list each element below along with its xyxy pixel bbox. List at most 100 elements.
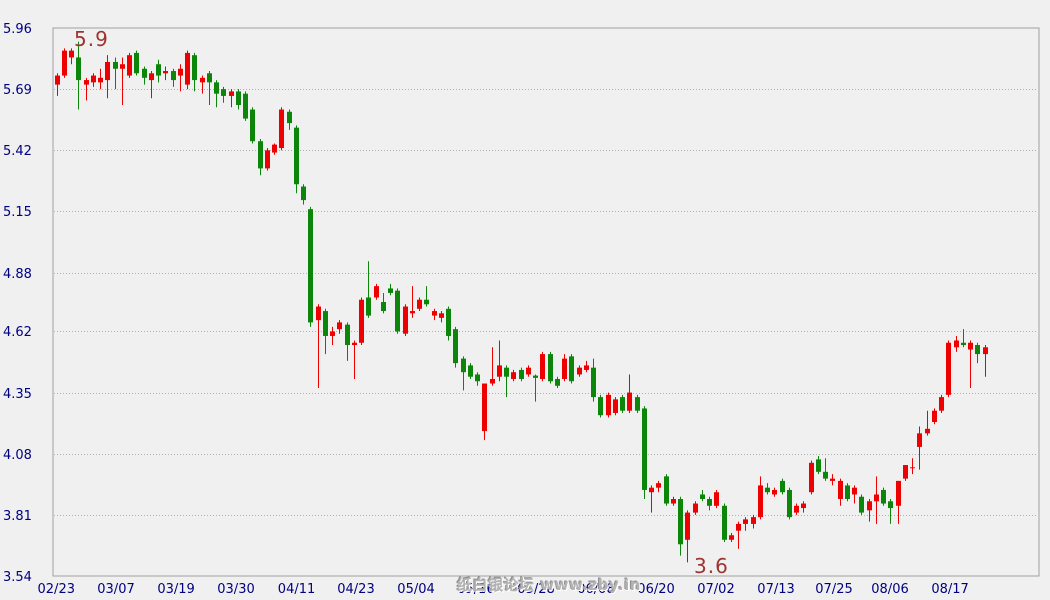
candle-body	[410, 311, 415, 314]
candle-body	[446, 308, 451, 336]
candle-body	[178, 68, 183, 76]
candle-body	[156, 64, 161, 76]
candle-body	[76, 57, 81, 81]
candle-body	[975, 345, 980, 355]
candle-body	[453, 329, 458, 364]
candle-body	[859, 496, 864, 513]
candle-body	[490, 378, 495, 384]
candle-body	[693, 503, 698, 513]
candle-body	[308, 209, 313, 323]
candle-body	[722, 505, 727, 540]
candle-body	[381, 302, 386, 312]
high-price-annotation: 5.9	[74, 27, 109, 51]
candle-body	[185, 52, 190, 85]
x-axis-label: 03/30	[217, 582, 254, 597]
y-axis-label: 4.88	[3, 267, 32, 282]
candle-body	[729, 535, 734, 540]
candle-body	[743, 519, 748, 524]
candle-body	[84, 80, 89, 85]
x-axis-label: 07/02	[697, 582, 734, 597]
candle-body	[656, 483, 661, 488]
candle-body	[134, 52, 139, 74]
candle-body	[69, 50, 74, 58]
candle-body	[548, 354, 553, 382]
candle-body	[366, 297, 371, 316]
candle-body	[120, 64, 125, 69]
candle-body	[388, 288, 393, 293]
x-axis-label: 06/20	[637, 582, 674, 597]
candle-body	[323, 311, 328, 336]
candle-body	[765, 487, 770, 493]
candle-body	[794, 505, 799, 513]
candle-body	[946, 342, 951, 395]
candle-body	[229, 91, 234, 96]
candle-body	[475, 374, 480, 382]
candle-body	[961, 342, 966, 346]
candle-body	[417, 299, 422, 309]
candle-body	[801, 503, 806, 509]
x-axis-label: 02/23	[38, 582, 75, 597]
candle-body	[62, 50, 67, 76]
candle-body	[359, 299, 364, 343]
candle-body	[272, 144, 277, 153]
x-axis-label: 04/23	[337, 582, 374, 597]
y-axis-label: 4.62	[3, 325, 32, 340]
candle-body	[497, 365, 502, 377]
candle-body	[983, 347, 988, 355]
candle-body	[432, 311, 437, 316]
candle-body	[526, 367, 531, 375]
candle-body	[519, 369, 524, 379]
candle-body	[265, 150, 270, 169]
candle-body	[468, 365, 473, 377]
candle-body	[925, 428, 930, 434]
candle-body	[461, 358, 466, 373]
candle-body	[830, 478, 835, 481]
candle-body	[569, 356, 574, 382]
candle-body	[968, 342, 973, 350]
candle-body	[424, 299, 429, 305]
candle-body	[591, 367, 596, 398]
candle-body	[685, 512, 690, 540]
candle-body	[163, 71, 168, 74]
x-axis-label: 08/06	[871, 582, 908, 597]
candle-body	[606, 394, 611, 416]
candle-body	[192, 55, 197, 81]
candle-body	[758, 485, 763, 518]
x-axis-label: 04/11	[278, 582, 315, 597]
candle-body	[845, 485, 850, 500]
candle-body	[127, 55, 132, 76]
candle-body	[838, 480, 843, 500]
y-axis-label: 5.15	[3, 205, 32, 220]
candle-body	[98, 77, 103, 83]
candle-body	[330, 331, 335, 336]
candle-body	[881, 489, 886, 504]
x-axis-label: 05/16	[457, 582, 494, 597]
candle-body	[678, 499, 683, 545]
y-axis-label: 3.54	[3, 570, 32, 585]
x-axis-label: 07/25	[815, 582, 852, 597]
candle-body	[700, 494, 705, 500]
candle-body	[540, 354, 545, 379]
x-axis-label: 06/08	[577, 582, 614, 597]
candle-body	[903, 465, 908, 479]
candle-body	[816, 459, 821, 472]
candle-body	[613, 399, 618, 413]
candle-body	[939, 397, 944, 411]
candle-body	[214, 82, 219, 94]
candle-body	[236, 91, 241, 105]
candle-body	[316, 306, 321, 321]
candle-body	[395, 290, 400, 332]
x-axis-label: 05/28	[517, 582, 554, 597]
candle-body	[374, 286, 379, 298]
candle-body	[896, 480, 901, 506]
candle-body	[301, 186, 306, 201]
candle-body	[772, 489, 777, 495]
candle-body	[287, 111, 292, 124]
candle-body	[867, 501, 872, 511]
candle-body	[105, 61, 110, 81]
candle-body	[874, 494, 879, 502]
candle-body	[620, 397, 625, 411]
y-axis-label: 5.69	[3, 83, 32, 98]
